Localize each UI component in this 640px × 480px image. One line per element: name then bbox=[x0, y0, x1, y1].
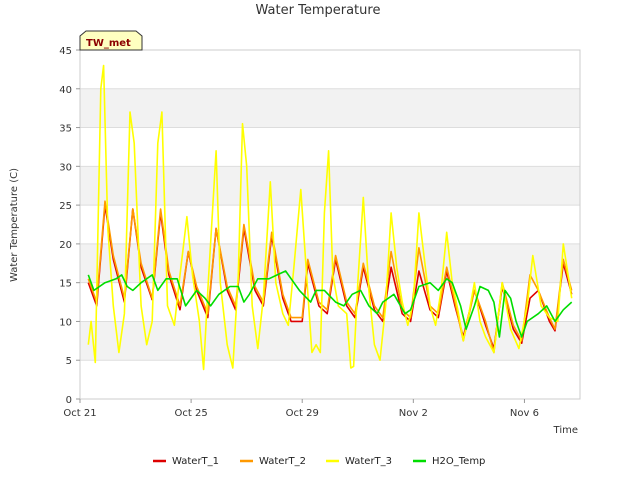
y-tick-label: 5 bbox=[66, 356, 72, 367]
x-axis-label: Time bbox=[553, 425, 578, 436]
y-tick-label: 20 bbox=[59, 240, 72, 251]
series-line-watert-3 bbox=[87, 64, 573, 371]
y-tick-label: 40 bbox=[59, 85, 72, 96]
y-tick-label: 30 bbox=[59, 162, 72, 173]
y-tick-label: 10 bbox=[59, 317, 72, 328]
band bbox=[80, 88, 580, 128]
y-tick-label: 25 bbox=[59, 201, 72, 212]
badge-shape bbox=[79, 30, 143, 51]
plot-frame bbox=[79, 49, 581, 400]
band bbox=[80, 321, 580, 361]
legend-label: H2O_Temp bbox=[432, 456, 485, 467]
series-line-h2o-temp bbox=[87, 270, 573, 338]
legend: WaterT_1 WaterT_2 WaterT_3 H2O_Temp bbox=[153, 456, 485, 467]
x-tick-label: Oct 21 bbox=[63, 408, 96, 419]
y-tick-label: 0 bbox=[66, 395, 72, 406]
legend-label: WaterT_2 bbox=[259, 456, 306, 467]
x-axis-ticks: Oct 21 Oct 25 Oct 29 Nov 2 Nov 6 bbox=[63, 399, 539, 419]
y-axis-ticks: 0 5 10 15 20 25 30 35 40 45 bbox=[59, 46, 80, 406]
y-tick-label: 45 bbox=[59, 46, 72, 57]
x-tick-label: Oct 25 bbox=[175, 408, 208, 419]
y-tick-label: 35 bbox=[59, 124, 72, 135]
badge-label: TW_met bbox=[86, 38, 131, 49]
tw-met-badge: TW_met bbox=[79, 30, 143, 51]
y-tick-label: 15 bbox=[59, 279, 72, 290]
x-tick-label: Oct 29 bbox=[286, 408, 319, 419]
band bbox=[80, 243, 580, 283]
x-tick-label: Nov 6 bbox=[510, 408, 539, 419]
y-axis-label: Water Temperature (C) bbox=[9, 168, 20, 282]
legend-label: WaterT_3 bbox=[345, 456, 392, 467]
series-lines bbox=[87, 64, 573, 371]
x-tick-label: Nov 2 bbox=[399, 408, 428, 419]
legend-label: WaterT_1 bbox=[172, 456, 219, 467]
chart-title: Water Temperature bbox=[256, 3, 381, 18]
